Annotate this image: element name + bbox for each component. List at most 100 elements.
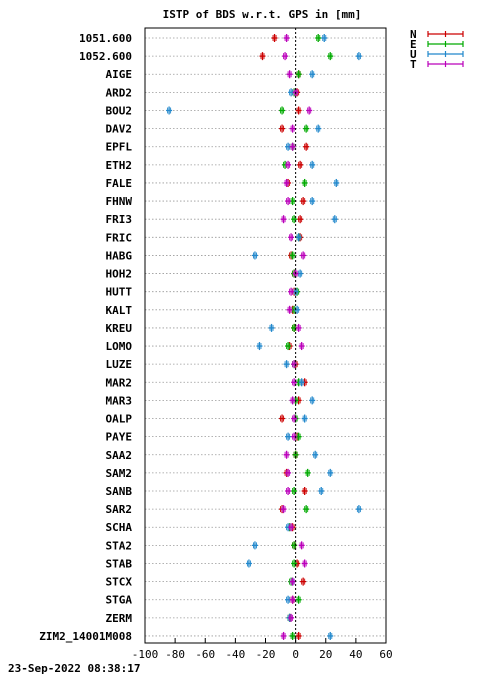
station-labels: 1051.600 1052.600 AIGE ARD2 BOU2 DAV2 EPFL ETH2… <box>39 32 132 643</box>
point-t <box>289 124 296 133</box>
point-e <box>291 487 298 495</box>
point-u <box>251 541 258 550</box>
station-label: ZIM2_14001M008 <box>39 630 132 643</box>
point-u <box>309 197 316 206</box>
point-n <box>295 631 302 640</box>
point-t <box>301 559 308 568</box>
point-n <box>301 487 308 495</box>
x-axis: -100 -80 -60 -40 -20 0 20 40 60 <box>132 638 393 661</box>
point-u <box>295 233 302 242</box>
station-label: 1051.600 <box>79 32 132 45</box>
point-u <box>331 215 338 224</box>
point-n <box>279 124 286 133</box>
station-label: MAR2 <box>106 376 133 389</box>
point-t <box>280 505 287 514</box>
point-u <box>327 631 334 640</box>
point-t <box>298 342 305 351</box>
point-t <box>298 541 305 550</box>
station-label: SCHA <box>106 521 133 534</box>
station-label: STCX <box>106 576 133 589</box>
station-label: HABG <box>106 249 133 262</box>
point-n <box>271 34 278 42</box>
legend-label: E <box>410 38 417 51</box>
point-t <box>285 468 292 477</box>
point-t <box>283 34 290 42</box>
point-e <box>291 215 298 224</box>
point-n <box>279 414 286 423</box>
x-tick-label: 0 <box>292 648 299 661</box>
point-u <box>309 160 316 169</box>
point-t <box>280 215 287 224</box>
timestamp: 23-Sep-2022 08:38:17 <box>8 662 141 675</box>
point-u <box>251 251 258 260</box>
station-label: BOU2 <box>106 104 133 117</box>
station-label: OALP <box>106 413 133 426</box>
point-u <box>298 378 305 387</box>
point-u <box>256 342 263 351</box>
point-u <box>285 432 292 441</box>
point-t <box>289 595 296 604</box>
station-label: SANB <box>106 485 133 498</box>
point-t <box>306 106 313 115</box>
point-u <box>309 70 316 79</box>
station-label: FALE <box>106 177 133 190</box>
station-label: STAB <box>106 557 133 570</box>
point-t <box>289 142 296 151</box>
chart-title: ISTP of BDS w.r.t. GPS in [mm] <box>163 8 362 21</box>
point-e <box>303 505 310 514</box>
x-tick-label: 60 <box>379 648 392 661</box>
station-label: KREU <box>106 322 133 335</box>
point-e <box>295 595 302 604</box>
point-t <box>285 197 292 206</box>
point-e <box>289 251 296 260</box>
x-tick-label: -60 <box>195 648 215 661</box>
station-label: MAR3 <box>106 394 133 407</box>
station-label: HOH2 <box>106 268 133 281</box>
station-label: LUZE <box>106 358 133 371</box>
point-t <box>288 287 295 296</box>
point-t <box>288 613 295 622</box>
point-e <box>291 559 298 568</box>
station-label: 1052.600 <box>79 50 132 63</box>
point-e <box>295 70 302 79</box>
point-u <box>327 468 334 477</box>
point-u <box>315 124 322 133</box>
point-e <box>303 124 310 133</box>
point-t <box>285 487 292 495</box>
point-e <box>289 631 296 640</box>
point-n <box>295 106 302 115</box>
point-e <box>291 541 298 550</box>
point-t <box>291 432 298 441</box>
grid-lines <box>145 37 386 637</box>
point-u <box>301 414 308 423</box>
legend-label: U <box>410 48 417 61</box>
station-label: ZERM <box>106 612 133 625</box>
point-t <box>291 378 298 387</box>
point-t <box>289 396 296 405</box>
point-e <box>279 106 286 115</box>
legend-label: N <box>410 28 417 41</box>
point-e <box>301 178 308 187</box>
x-tick-label: -20 <box>256 648 276 661</box>
station-label: STGA <box>106 594 133 607</box>
station-label: FHNW <box>106 195 133 208</box>
point-e <box>285 342 292 351</box>
point-u <box>268 323 275 332</box>
point-t <box>300 251 307 260</box>
point-u <box>312 450 319 459</box>
point-u <box>245 559 252 568</box>
point-u <box>294 305 301 314</box>
station-label: PAYE <box>106 431 133 444</box>
station-label: KALT <box>106 304 133 317</box>
station-label: FRIC <box>106 231 133 244</box>
station-label: HUTT <box>106 286 133 299</box>
point-u <box>166 106 173 115</box>
station-label: STA2 <box>106 539 133 552</box>
point-n <box>297 160 304 169</box>
point-u <box>309 396 316 405</box>
station-label: EPFL <box>106 141 133 154</box>
point-e <box>327 52 334 61</box>
point-u <box>318 487 325 495</box>
station-label: SAR2 <box>106 503 133 516</box>
